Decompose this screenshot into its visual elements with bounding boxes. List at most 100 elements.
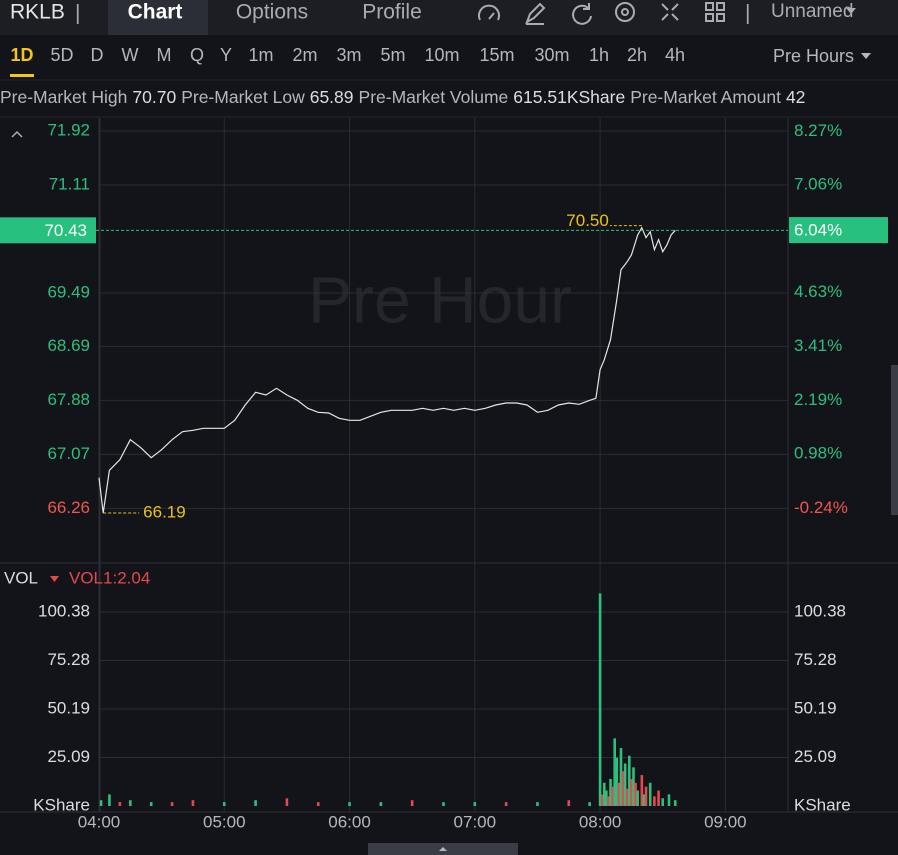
volume-bar (667, 794, 671, 806)
collapse-icon[interactable] (11, 130, 23, 138)
interval[interactable]: 4h (665, 45, 685, 65)
volume-bar (613, 738, 617, 806)
interval[interactable]: W (122, 45, 139, 65)
tab[interactable]: Options (236, 1, 308, 24)
session-select[interactable]: Pre Hours (773, 46, 854, 66)
dropdown-arrow (50, 576, 59, 582)
y2-tick-label: 4.63% (794, 282, 842, 301)
volume-bar (607, 796, 610, 806)
interval[interactable]: 5m (380, 45, 405, 65)
y-tick-label: 71.92 (47, 120, 90, 139)
volume-bar (99, 800, 103, 806)
volume-bar (285, 798, 289, 806)
last-change-box (789, 217, 888, 244)
dropdown-arrow (861, 53, 871, 59)
volume-bar (410, 800, 414, 806)
last-price-box (0, 217, 96, 244)
y-tick-label: 75.28 (47, 650, 90, 669)
stat-value: 42 (786, 87, 805, 107)
volume-bar (673, 800, 677, 806)
tab[interactable]: Profile (362, 1, 422, 24)
interval[interactable]: 1m (248, 45, 273, 65)
price-line (98, 226, 676, 514)
volume-bar (630, 778, 633, 806)
annotation-label: 66.19 (143, 502, 186, 521)
fullscreen-icon[interactable] (661, 3, 679, 21)
stat-label: Pre-Market Volume (359, 87, 509, 107)
stat-label: Pre-Market Low (181, 87, 305, 107)
volume-bar (634, 782, 637, 806)
volume-bar (602, 782, 606, 806)
volume-bar (653, 796, 656, 806)
volume-bar (567, 800, 571, 806)
y2-tick-label: 8.27% (794, 121, 842, 140)
dropdown-arrow (846, 8, 856, 14)
interval[interactable]: M (157, 45, 172, 65)
annotation-label: 70.50 (566, 211, 609, 230)
y2-tick-label: 2.19% (794, 390, 842, 409)
scrollbar[interactable] (891, 365, 898, 515)
volume-bar (598, 593, 602, 806)
volume-bar (657, 790, 660, 806)
y-tick-label: 100.38 (38, 601, 90, 620)
interval[interactable]: 2m (292, 45, 317, 65)
volume-bar (661, 798, 665, 806)
volume-bar (636, 790, 639, 806)
settings-icon-core (621, 8, 629, 16)
y-tick-label: 67.07 (47, 444, 90, 463)
volume-bar (170, 802, 174, 806)
interval[interactable]: 3m (336, 45, 361, 65)
layout-icon[interactable] (705, 2, 725, 22)
edit-icon[interactable] (525, 2, 546, 25)
volume-bar (619, 748, 623, 806)
interval[interactable]: 1D (10, 45, 33, 65)
interval[interactable]: D (91, 45, 104, 65)
volume-bar (644, 786, 648, 806)
y2-tick-label: 100.38 (794, 601, 846, 620)
gauge-icon[interactable] (478, 4, 500, 21)
volume-bar (473, 802, 477, 806)
y2-tick-label: 25.09 (794, 747, 837, 766)
volume-bar (605, 790, 608, 806)
volume-bar (149, 802, 153, 806)
volume-bar (600, 794, 604, 806)
x-tick-label: 08:00 (579, 812, 622, 831)
indicator-value: VOL1:2.04 (69, 568, 150, 587)
y2-tick-label: 3.41% (794, 336, 842, 355)
settings-icon[interactable] (615, 2, 635, 22)
interval[interactable]: Q (190, 45, 204, 65)
x-tick-label: 04:00 (78, 812, 121, 831)
refresh-icon[interactable] (572, 3, 592, 25)
y2-tick-label: 0.98% (794, 444, 842, 463)
y-tick-label: 25.09 (47, 747, 90, 766)
active-underline (10, 74, 34, 77)
stat-label: Pre-Market High (0, 87, 127, 107)
y-tick-label: 69.49 (47, 282, 90, 301)
volume-bar (648, 782, 652, 806)
interval[interactable]: Y (220, 45, 232, 65)
volume-bar (504, 802, 508, 806)
y-tick-label: 67.88 (47, 390, 90, 409)
toolbar-icons (478, 2, 725, 25)
y-tick-label: 50.19 (47, 698, 90, 717)
volume-bar (623, 763, 627, 806)
interval[interactable]: 30m (534, 45, 569, 65)
y2-tick-label: KShare (794, 795, 851, 814)
indicator-name[interactable]: VOL (4, 568, 38, 587)
interval[interactable]: 15m (479, 45, 514, 65)
layout-name[interactable]: Unnamed (771, 1, 853, 22)
tab[interactable]: Chart (128, 1, 183, 24)
x-tick-label: 06:00 (328, 812, 371, 831)
volume-bar (191, 800, 195, 806)
volume-bar (536, 802, 539, 806)
interval[interactable]: 1h (589, 45, 609, 65)
x-tick-label: 05:00 (203, 812, 246, 831)
volume-bar (611, 786, 614, 806)
interval[interactable]: 10m (424, 45, 459, 65)
volume-bar (625, 788, 629, 806)
interval[interactable]: 2h (627, 45, 647, 65)
volume-bar (615, 757, 619, 806)
x-tick-label: 09:00 (704, 812, 747, 831)
interval[interactable]: 5D (50, 45, 73, 65)
